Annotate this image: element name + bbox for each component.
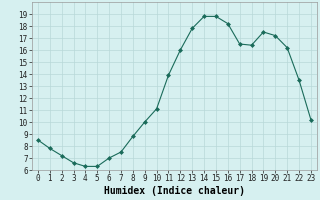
X-axis label: Humidex (Indice chaleur): Humidex (Indice chaleur) xyxy=(104,186,245,196)
